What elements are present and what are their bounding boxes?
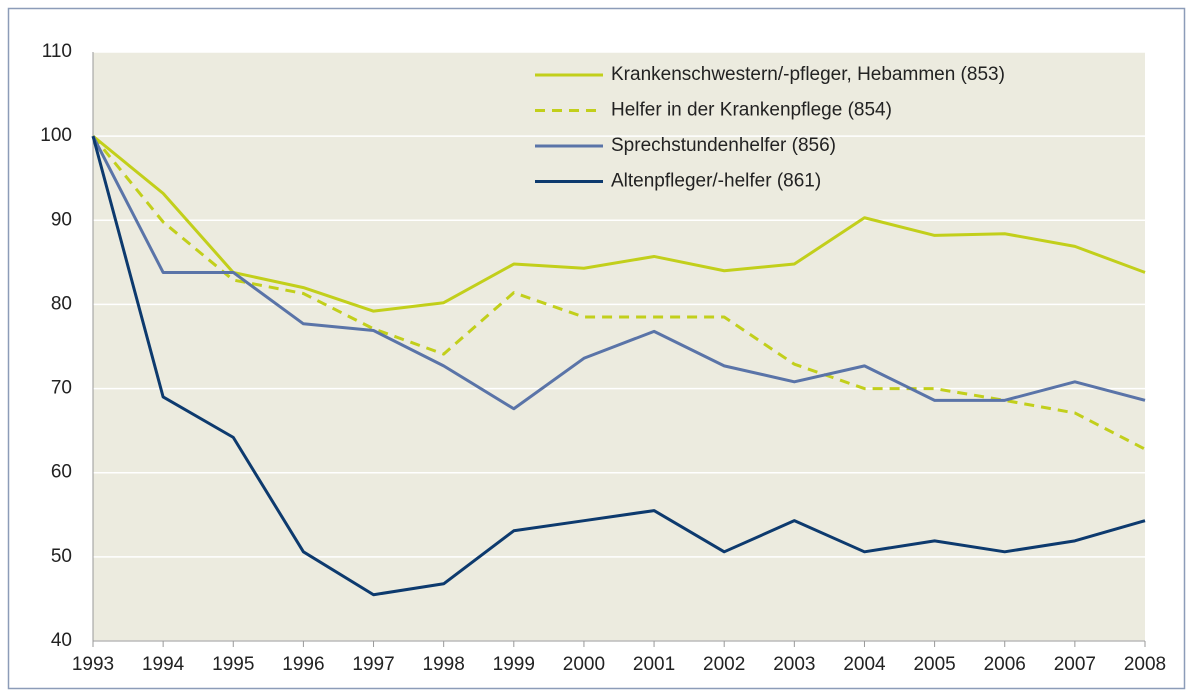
y-tick-label: 70 — [51, 378, 72, 399]
x-tick-label: 1999 — [493, 654, 535, 675]
x-tick-label: 2006 — [984, 654, 1026, 675]
series-line — [91, 135, 1146, 597]
x-tick-label: 2003 — [773, 654, 815, 675]
x-tick-label: 2005 — [913, 654, 955, 675]
y-tick-label: 50 — [51, 546, 72, 567]
plot-area — [93, 52, 1145, 641]
legend-label: Helfer in der Krankenpflege (854) — [611, 100, 892, 121]
legend-label: Sprechstundenhelfer (856) — [611, 135, 836, 156]
legend-label: Krankenschwestern/-pfleger, Hebammen (85… — [611, 64, 1005, 85]
x-tick-label: 2008 — [1124, 654, 1166, 675]
x-tick-label: 1998 — [423, 654, 465, 675]
y-tick-label: 100 — [40, 125, 72, 146]
series-line — [92, 134, 1146, 313]
legend-label: Altenpfleger/-helfer (861) — [611, 171, 821, 192]
y-tick-label: 90 — [51, 209, 72, 230]
x-tick-label: 1995 — [212, 654, 254, 675]
x-tick-label: 2000 — [563, 654, 605, 675]
y-tick-label: 80 — [51, 293, 72, 314]
x-tick-label: 1993 — [72, 654, 114, 675]
x-tick-label: 1994 — [142, 654, 185, 675]
x-tick-label: 2007 — [1054, 654, 1096, 675]
y-tick-label: 60 — [51, 462, 72, 483]
series-line — [91, 135, 1146, 411]
x-tick-label: 2002 — [703, 654, 745, 675]
x-tick-label: 2004 — [843, 654, 886, 675]
x-tick-label: 1996 — [282, 654, 324, 675]
y-tick-label: 40 — [51, 630, 72, 651]
x-tick-label: 1997 — [352, 654, 394, 675]
y-tick-label: 110 — [42, 41, 72, 62]
x-tick-label: 2001 — [633, 654, 675, 675]
